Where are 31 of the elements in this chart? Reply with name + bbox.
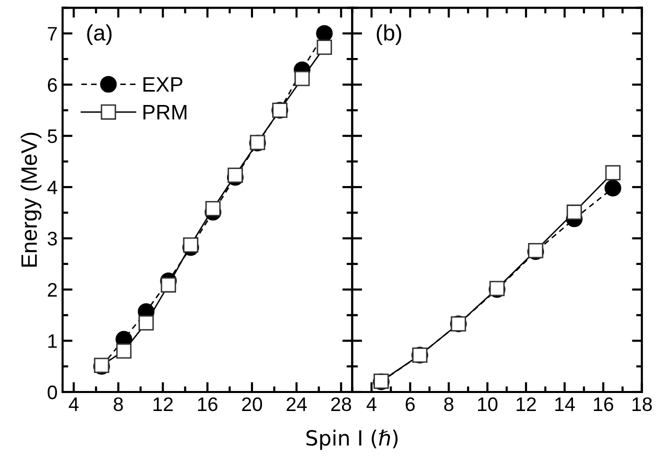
x-tick-label: 10: [478, 397, 498, 412]
y-tick-label: 6: [48, 78, 57, 92]
y-tick-label: 0: [48, 385, 57, 400]
y-tick-label: 7: [48, 27, 57, 40]
x-tick-label: 8: [114, 397, 123, 412]
legend-label: EXP: [143, 77, 182, 92]
x-tick-label: 4: [366, 398, 376, 411]
y-tick-label: 4: [47, 180, 58, 194]
x-tick-label: 24: [286, 397, 307, 411]
x-tick-label: 12: [154, 397, 173, 411]
legend-label: PRM: [143, 105, 186, 120]
x-tick-label: 18: [632, 397, 652, 412]
x-tick-label: 14: [555, 398, 575, 411]
annotation: (b): [376, 24, 402, 46]
y-tick-label: 5: [48, 130, 57, 144]
x-tick-label: 12: [516, 397, 536, 411]
x-tick-label: 6: [406, 397, 415, 412]
y-tick-label: 3: [48, 232, 57, 246]
x-tick-label: 8: [444, 397, 454, 412]
y-axis-title: Energy (MeV): [20, 132, 42, 267]
x-tick-label: 4: [68, 398, 79, 411]
y-tick-label: 2: [48, 283, 57, 297]
y-tick-label: 1: [48, 334, 57, 348]
x-tick-label: 28: [331, 397, 352, 412]
point: [604, 180, 622, 196]
annotation: (a): [87, 24, 112, 46]
x-tick-label: 20: [242, 397, 262, 412]
x-tick-label: 16: [198, 397, 218, 412]
x-axis-title: Spin I (ℏ): [306, 430, 398, 450]
x-tick-label: 16: [594, 397, 614, 412]
point: [316, 25, 333, 42]
